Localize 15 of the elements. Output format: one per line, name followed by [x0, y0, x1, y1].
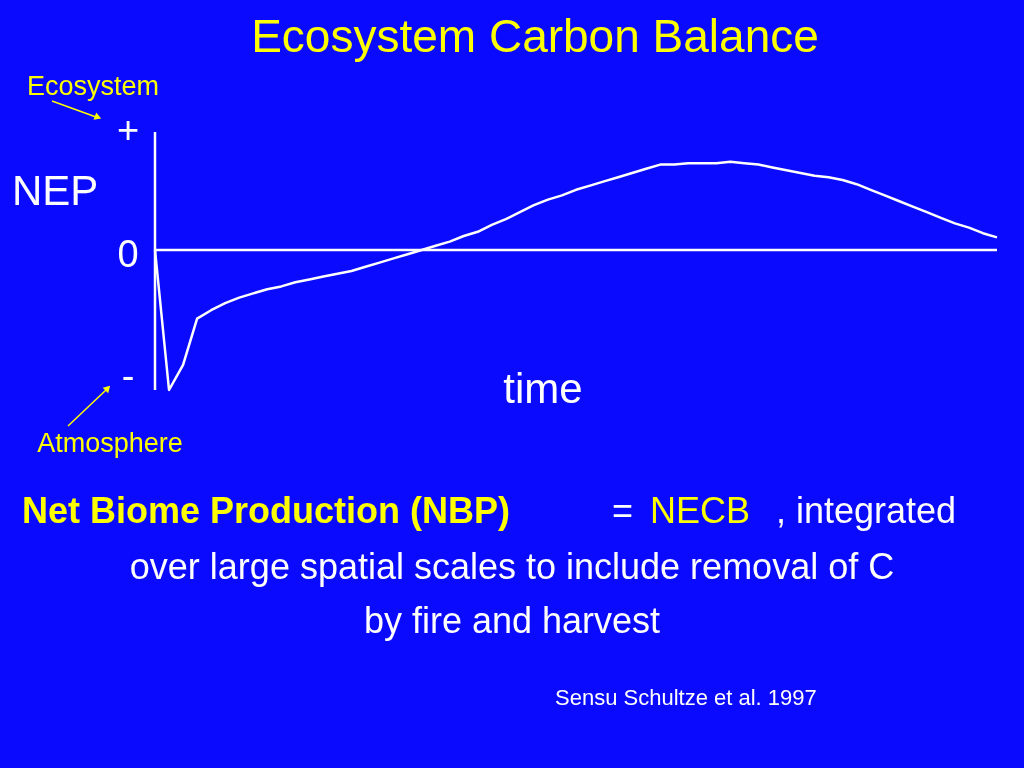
x-axis-title: time [503, 365, 583, 412]
y-axis-title: NEP [12, 167, 99, 214]
text: Net Biome Production (NBP) [22, 490, 511, 531]
text: NECB [650, 490, 751, 531]
text: + [116, 109, 140, 151]
chart-title: Ecosystem Carbon Balance [251, 10, 819, 62]
text: , integrated [776, 490, 957, 531]
text: over large spatial scales to include removal of C [129, 546, 895, 587]
text: Ecosystem [26, 71, 160, 101]
text: Atmosphere [37, 428, 183, 458]
text: Sensu Schultze et al. 1997 [555, 685, 817, 710]
text: 0 [117, 233, 139, 275]
text: - [121, 355, 135, 397]
text: by fire and harvest [363, 600, 661, 641]
text: = [612, 490, 634, 531]
